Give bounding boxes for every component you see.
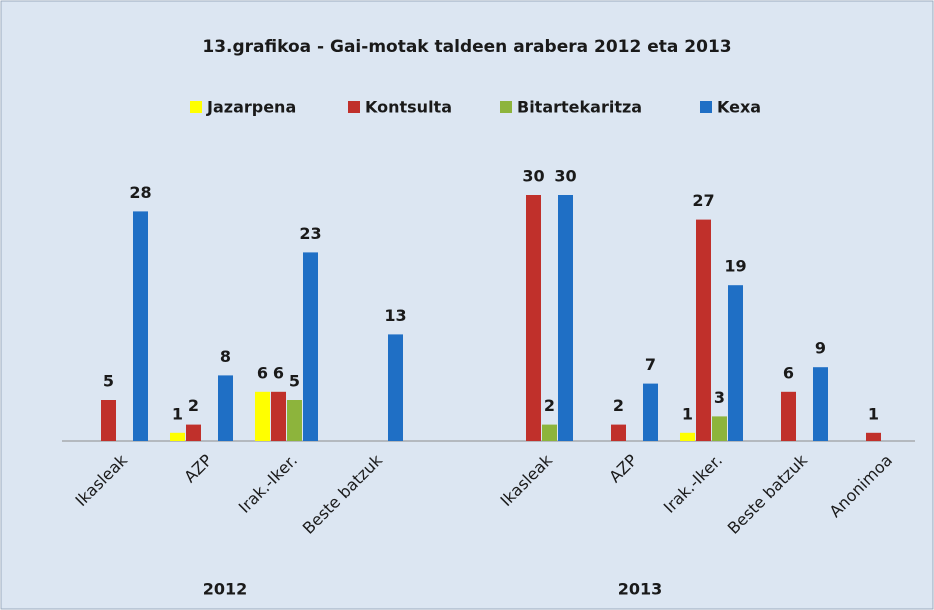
value-label: 2 [613,396,624,415]
bar [696,219,711,441]
bar [712,416,727,441]
bar [271,391,286,441]
group-label: 2013 [618,580,663,599]
value-label: 5 [103,372,114,391]
legend-label: Kexa [717,98,761,117]
bar [101,400,116,441]
value-label: 13 [384,306,406,325]
bar [781,391,796,441]
bar [218,375,233,441]
legend-swatch [348,101,360,113]
value-label: 9 [815,339,826,358]
value-label: 28 [129,183,151,202]
value-label: 27 [692,191,714,210]
value-label: 6 [257,363,268,382]
value-label: 6 [783,363,794,382]
legend-label: Kontsulta [365,98,452,117]
bar [388,334,403,441]
bar [866,432,881,441]
value-label: 23 [299,224,321,243]
value-label: 2 [544,396,555,415]
legend-swatch [500,101,512,113]
bar [133,211,148,441]
bar [611,424,626,441]
bar [643,383,658,441]
value-label: 8 [220,347,231,366]
legend-label: Jazarpena [206,98,296,117]
value-label: 30 [522,167,544,186]
value-label: 19 [724,257,746,276]
value-label: 7 [645,355,656,374]
legend-swatch [190,101,202,113]
bar [813,367,828,441]
chart-title: 13.grafikoa - Gai-motak taldeen arabera … [202,37,731,57]
bar [680,432,695,441]
bar [287,400,302,441]
bar [255,391,270,441]
group-label: 2012 [203,580,248,599]
value-label: 1 [172,404,183,423]
bar [542,424,557,441]
value-label: 1 [868,404,879,423]
bar [728,285,743,441]
value-label: 5 [289,372,300,391]
value-label: 6 [273,363,284,382]
value-label: 1 [682,404,693,423]
legend-swatch [700,101,712,113]
bar [170,432,185,441]
bar [186,424,201,441]
value-label: 30 [554,167,576,186]
value-label: 2 [188,396,199,415]
bar [303,252,318,441]
bar [558,195,573,441]
bar [526,195,541,441]
legend-label: Bitartekaritza [517,98,642,117]
value-label: 3 [714,388,725,407]
